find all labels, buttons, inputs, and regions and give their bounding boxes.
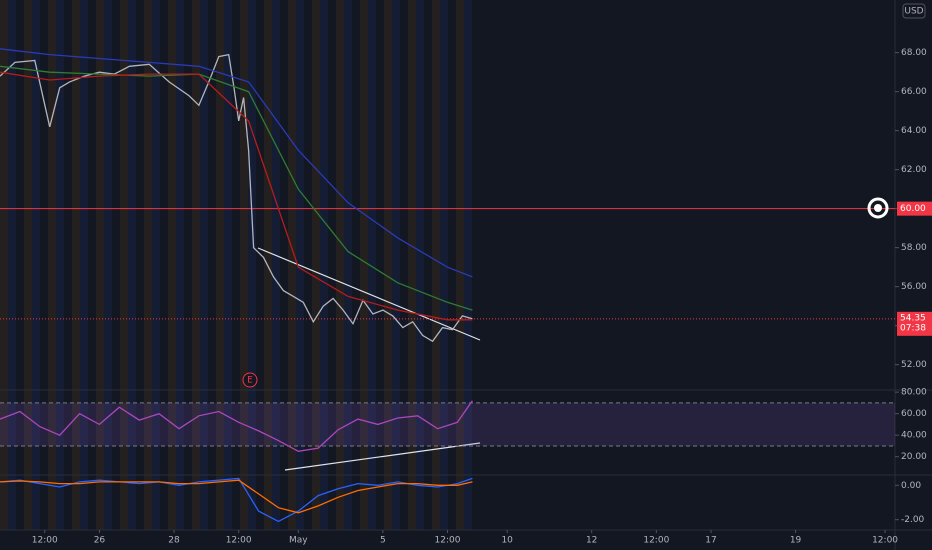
- y-tick-label: 40.00: [901, 431, 927, 441]
- stripe: [280, 0, 288, 530]
- countdown-label: 07:38: [900, 323, 926, 333]
- currency-box: [902, 3, 926, 19]
- y-tick-label: 0.00: [901, 481, 921, 491]
- series-line: [0, 53, 473, 343]
- y-tick-label: 58.00: [901, 243, 927, 253]
- series-line: [0, 479, 473, 514]
- stripe: [120, 0, 128, 530]
- stripe: [216, 0, 224, 530]
- stripe: [328, 0, 336, 530]
- x-tick-label: 19: [790, 536, 802, 546]
- stripe: [408, 0, 416, 530]
- x-tick-label: May: [289, 536, 308, 546]
- x-tick-label: 26: [94, 536, 106, 546]
- stripe: [432, 0, 440, 530]
- x-tick-label: 12:00: [872, 536, 898, 546]
- stripe: [456, 0, 464, 530]
- stripe: [416, 0, 424, 530]
- stripe: [400, 0, 408, 530]
- stripe: [24, 0, 32, 530]
- stripe: [256, 0, 264, 530]
- band-fill: [0, 402, 895, 446]
- x-tick-label: 17: [705, 536, 716, 546]
- series-line: [0, 65, 473, 311]
- stripe: [336, 0, 344, 530]
- x-tick-label: 12:00: [226, 536, 252, 546]
- stripe: [88, 0, 96, 530]
- series-line: [0, 400, 473, 452]
- stripe: [360, 0, 368, 530]
- stripe: [152, 0, 160, 530]
- y-tick-label: 80.00: [901, 388, 927, 398]
- x-tick-label: 10: [501, 536, 513, 546]
- stripe: [192, 0, 200, 530]
- stripe: [200, 0, 208, 530]
- stripe: [472, 0, 480, 530]
- stripe: [248, 0, 256, 530]
- stripe: [392, 0, 400, 530]
- y-tick-label: -2.00: [901, 515, 925, 525]
- last-price-tag: [897, 311, 932, 336]
- stripe: [16, 0, 24, 530]
- y-tick-label: 52.00: [901, 360, 927, 370]
- x-tick-label: 5: [380, 536, 386, 546]
- y-tick-label: 66.00: [901, 87, 927, 97]
- trendline: [284, 442, 481, 471]
- stripe: [104, 0, 112, 530]
- series-line: [0, 477, 473, 523]
- stripe: [448, 0, 456, 530]
- stripe: [128, 0, 136, 530]
- alert-icon[interactable]: [867, 197, 889, 219]
- price-tag-label: 60.00: [900, 204, 926, 214]
- y-tick-label: 60.00: [901, 409, 927, 419]
- y-tick-label: 62.00: [901, 165, 927, 175]
- alert-icon-dot: [874, 204, 882, 212]
- stripe: [80, 0, 88, 530]
- price-tag: [897, 201, 932, 216]
- stripe: [96, 0, 104, 530]
- currency: USD: [904, 7, 923, 17]
- stripe: [176, 0, 184, 530]
- stripe: [72, 0, 80, 530]
- stripe: [368, 0, 376, 530]
- stripe: [464, 0, 472, 530]
- y-tick-label: 64.00: [901, 126, 927, 136]
- x-tick-label: 12:00: [32, 536, 58, 546]
- stripe: [136, 0, 144, 530]
- y-tick-label: 68.00: [901, 48, 927, 58]
- stripe: [48, 0, 56, 530]
- stripe: [64, 0, 72, 530]
- stripe: [0, 0, 8, 530]
- stripe: [312, 0, 320, 530]
- y-tick-label: 56.00: [901, 282, 927, 292]
- event-label: E: [247, 376, 253, 386]
- stripe: [288, 0, 296, 530]
- stripe: [344, 0, 352, 530]
- trendline: [257, 247, 481, 341]
- stripe: [384, 0, 392, 530]
- x-tick-label: 28: [168, 536, 180, 546]
- stripe: [144, 0, 152, 530]
- stripe: [184, 0, 192, 530]
- x-tick-label: 12:00: [435, 536, 461, 546]
- stripe: [272, 0, 280, 530]
- stripe: [352, 0, 360, 530]
- stripe: [168, 0, 176, 530]
- stripe: [320, 0, 328, 530]
- stripe: [32, 0, 40, 530]
- stripe: [8, 0, 16, 530]
- y-tick-label: 20.00: [901, 452, 927, 462]
- stripe: [376, 0, 384, 530]
- stripe: [240, 0, 248, 530]
- stripe: [224, 0, 232, 530]
- series-line: [0, 71, 473, 321]
- stripe: [112, 0, 120, 530]
- x-tick-label: 12: [586, 536, 597, 546]
- last-price-label: 54.35: [900, 313, 926, 323]
- x-tick-label: 12:00: [643, 536, 669, 546]
- event-icon: [242, 372, 258, 388]
- stripe: [56, 0, 64, 530]
- series-line: [0, 48, 473, 278]
